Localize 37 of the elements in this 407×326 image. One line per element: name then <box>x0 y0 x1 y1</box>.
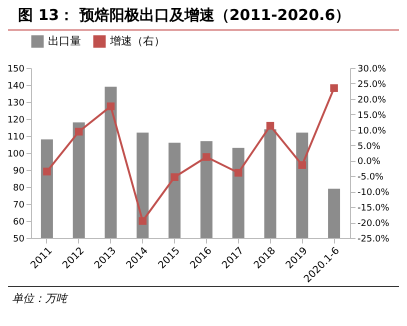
y-tick-label: 80 <box>13 184 25 194</box>
point <box>138 217 147 225</box>
y-tick-label: 90 <box>13 166 25 176</box>
y-tick-label: 110 <box>7 132 25 142</box>
y-tick-label: 60 <box>13 218 25 228</box>
point <box>43 168 51 176</box>
chart-title: 图 13： 预焙阳极出口及增速（2011-2020.6） <box>8 0 399 31</box>
y2-tick-label: -20.0% <box>358 219 390 230</box>
y-tick-label: 140 <box>7 82 25 92</box>
point <box>202 153 210 161</box>
y-tick-label: 120 <box>7 116 25 126</box>
legend-label: 出口量 <box>48 34 81 48</box>
y2-tick-label: 5.0% <box>358 142 381 152</box>
point <box>234 168 242 177</box>
text: 单位：万吨 <box>8 286 399 310</box>
y-tick-label: 130 <box>7 98 25 108</box>
y-tick-label: 150 <box>7 64 25 74</box>
y2-tick-label: 0.0% <box>358 157 381 168</box>
y2-tick-label: 25.0% <box>358 80 387 90</box>
point <box>170 173 178 181</box>
point <box>298 161 306 169</box>
legend-label: 增速（右） <box>109 34 165 48</box>
y2-tick-label: 20.0% <box>358 95 387 106</box>
y-tick-label: 70 <box>13 200 25 210</box>
point <box>266 122 274 130</box>
point <box>74 128 83 136</box>
point <box>330 84 338 92</box>
y2-tick-label: -5.0% <box>358 172 384 183</box>
y2-tick-label: -25.0% <box>358 234 390 244</box>
point <box>106 102 115 110</box>
y2-tick-label: 15.0% <box>358 110 387 121</box>
y2-tick-label: 10.0% <box>358 126 387 136</box>
y2-tick-label: 30.0% <box>358 64 387 74</box>
y2-tick-label: -15.0% <box>358 204 390 214</box>
y2-tick-label: -10.0% <box>358 188 390 198</box>
y-tick-label: 50 <box>13 234 25 244</box>
y-tick-label: 100 <box>7 150 25 160</box>
